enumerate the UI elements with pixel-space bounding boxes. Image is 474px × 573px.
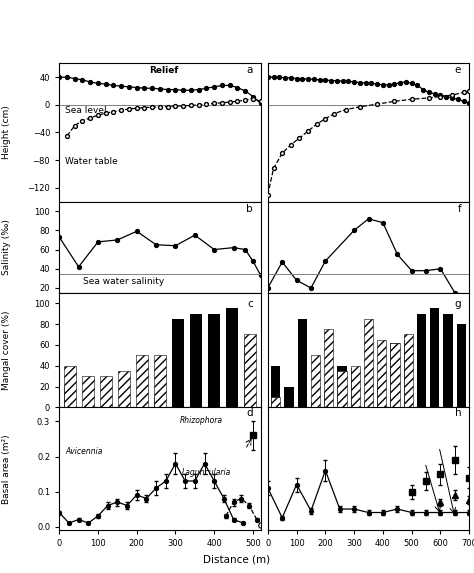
Text: b: b — [246, 205, 253, 214]
Text: Height (cm): Height (cm) — [2, 105, 11, 159]
Text: Relief: Relief — [149, 66, 179, 75]
Bar — [377, 382, 386, 407]
Bar — [154, 397, 166, 407]
Bar — [271, 366, 281, 407]
Bar — [100, 376, 112, 407]
Text: Sea water salinity: Sea water salinity — [83, 277, 164, 286]
Text: f: f — [457, 205, 461, 214]
Bar — [351, 366, 360, 407]
Bar — [208, 313, 220, 407]
Bar — [324, 392, 333, 407]
Bar — [324, 329, 333, 407]
Bar — [456, 324, 466, 407]
Bar — [364, 402, 373, 407]
Text: d: d — [246, 408, 253, 418]
Bar — [136, 355, 148, 407]
Bar — [64, 366, 76, 407]
Text: a: a — [246, 65, 253, 75]
Text: Mangal cover (%): Mangal cover (%) — [2, 311, 11, 390]
Bar — [430, 308, 439, 407]
Bar — [337, 366, 346, 407]
Bar — [377, 340, 386, 407]
Bar — [417, 313, 426, 407]
Bar — [284, 387, 294, 407]
Text: Salinity (‰): Salinity (‰) — [2, 219, 11, 275]
Bar — [244, 335, 256, 407]
Bar — [190, 313, 202, 407]
Text: g: g — [455, 299, 461, 308]
Bar — [364, 319, 373, 407]
Text: Avicennia: Avicennia — [65, 447, 103, 456]
Bar — [271, 397, 281, 407]
Bar — [82, 376, 94, 407]
Bar — [244, 345, 256, 407]
Bar — [154, 355, 166, 407]
Text: Basal area (m²): Basal area (m²) — [2, 434, 11, 504]
Bar — [118, 371, 130, 407]
Bar — [172, 319, 184, 407]
Bar — [311, 355, 320, 407]
Bar — [64, 387, 76, 407]
Bar — [298, 319, 307, 407]
Text: Sea level: Sea level — [65, 106, 107, 115]
Bar — [443, 313, 453, 407]
Text: h: h — [455, 408, 461, 418]
Bar — [391, 343, 400, 407]
Bar — [337, 371, 346, 407]
Text: e: e — [455, 65, 461, 75]
Bar — [404, 335, 413, 407]
Text: Water table: Water table — [65, 157, 118, 166]
Bar — [351, 368, 360, 407]
Text: Laguncularia: Laguncularia — [182, 468, 231, 477]
Text: c: c — [247, 299, 253, 308]
Text: Distance (m): Distance (m) — [203, 555, 271, 564]
Bar — [311, 402, 320, 407]
Text: Rhizophora: Rhizophora — [180, 417, 223, 425]
Bar — [404, 340, 413, 407]
Bar — [391, 343, 400, 407]
Bar — [226, 308, 238, 407]
